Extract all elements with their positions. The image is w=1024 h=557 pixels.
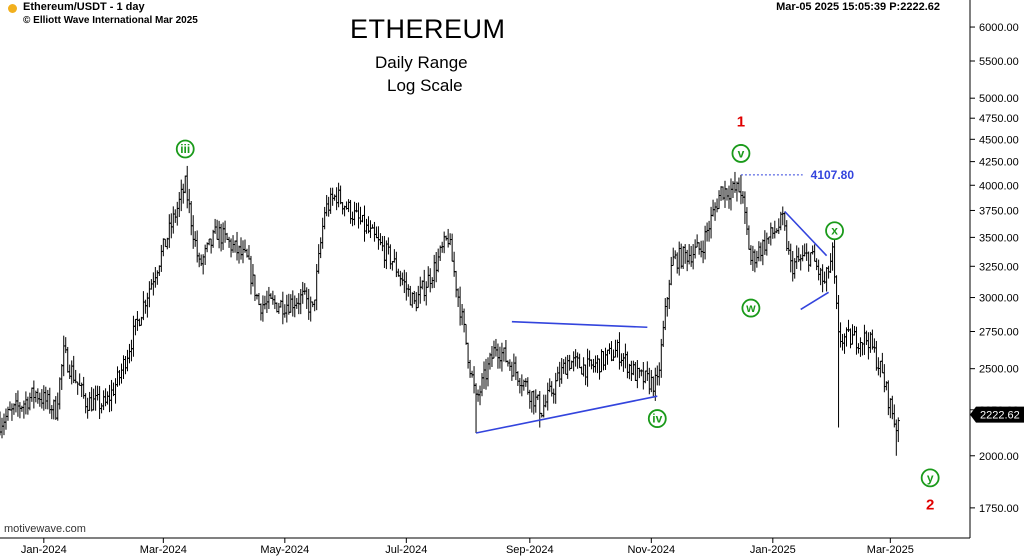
wave-label-circle bbox=[175, 139, 195, 159]
y-tick-label: 3250.00 bbox=[979, 261, 1019, 273]
trendline bbox=[475, 395, 658, 434]
symbol-label: Ethereum/USDT - 1 day bbox=[23, 1, 145, 13]
chart-subtitle-scale: Log Scale bbox=[387, 76, 463, 95]
copyright-label: © Elliott Wave International Mar 2025 bbox=[23, 15, 198, 26]
wave-label-circle bbox=[731, 144, 751, 163]
wave-label-circle bbox=[647, 409, 667, 428]
timestamp-label: Mar-05 2025 15:05:39 P:2222.62 bbox=[776, 1, 940, 13]
y-tick-label: 2000.00 bbox=[979, 451, 1019, 463]
wave-label-circle bbox=[741, 298, 761, 318]
x-tick-label: Jan-2025 bbox=[750, 544, 796, 556]
y-tick-label: 2750.00 bbox=[979, 326, 1019, 338]
wave-label-v: v bbox=[738, 146, 745, 160]
wave-label-circle bbox=[920, 468, 940, 488]
primary-label-1: 1 bbox=[737, 114, 745, 131]
last-price-label: 2222.62 bbox=[980, 410, 1020, 422]
y-tick-label: 2500.00 bbox=[979, 364, 1019, 376]
y-tick-label: 5000.00 bbox=[979, 93, 1019, 105]
trendline bbox=[800, 291, 830, 311]
wave-label-x: x bbox=[831, 224, 838, 238]
primary-label-2: 2 bbox=[926, 497, 934, 514]
wave-label-y: y bbox=[927, 471, 934, 485]
wave-label-iii: iii bbox=[180, 142, 190, 156]
y-tick-label: 5500.00 bbox=[979, 56, 1019, 68]
last-price-tag bbox=[970, 406, 1024, 423]
x-tick-label: Nov-2024 bbox=[627, 544, 675, 556]
symbol-dot-icon bbox=[8, 4, 17, 13]
watermark: motivewave.com bbox=[4, 523, 86, 535]
y-tick-label: 4000.00 bbox=[979, 180, 1019, 192]
x-tick-label: Mar-2024 bbox=[140, 544, 187, 556]
y-tick-label: 3750.00 bbox=[979, 205, 1019, 217]
x-tick-label: Jan-2024 bbox=[21, 544, 67, 556]
wave-label-circle bbox=[825, 221, 844, 241]
wave-label-w: w bbox=[745, 301, 756, 315]
trendline bbox=[511, 320, 648, 329]
y-tick-label: 4250.00 bbox=[979, 157, 1019, 169]
high-annotation-label: 4107.80 bbox=[811, 168, 855, 182]
wave-label-iv: iv bbox=[652, 412, 662, 426]
x-tick-label: May-2024 bbox=[260, 544, 309, 556]
y-tick-label: 4750.00 bbox=[979, 113, 1019, 125]
x-tick-label: Sep-2024 bbox=[506, 544, 554, 556]
y-tick-label: 4500.00 bbox=[979, 134, 1019, 146]
x-tick-label: Mar-2025 bbox=[867, 544, 914, 556]
trendline bbox=[784, 210, 828, 257]
y-tick-label: 3500.00 bbox=[979, 232, 1019, 244]
x-tick-label: Jul-2024 bbox=[385, 544, 427, 556]
chart-title: ETHEREUM bbox=[350, 14, 506, 44]
y-tick-label: 1750.00 bbox=[979, 503, 1019, 515]
y-tick-label: 6000.00 bbox=[979, 22, 1019, 34]
chart-subtitle-range: Daily Range bbox=[375, 53, 468, 72]
y-tick-label: 3000.00 bbox=[979, 293, 1019, 305]
